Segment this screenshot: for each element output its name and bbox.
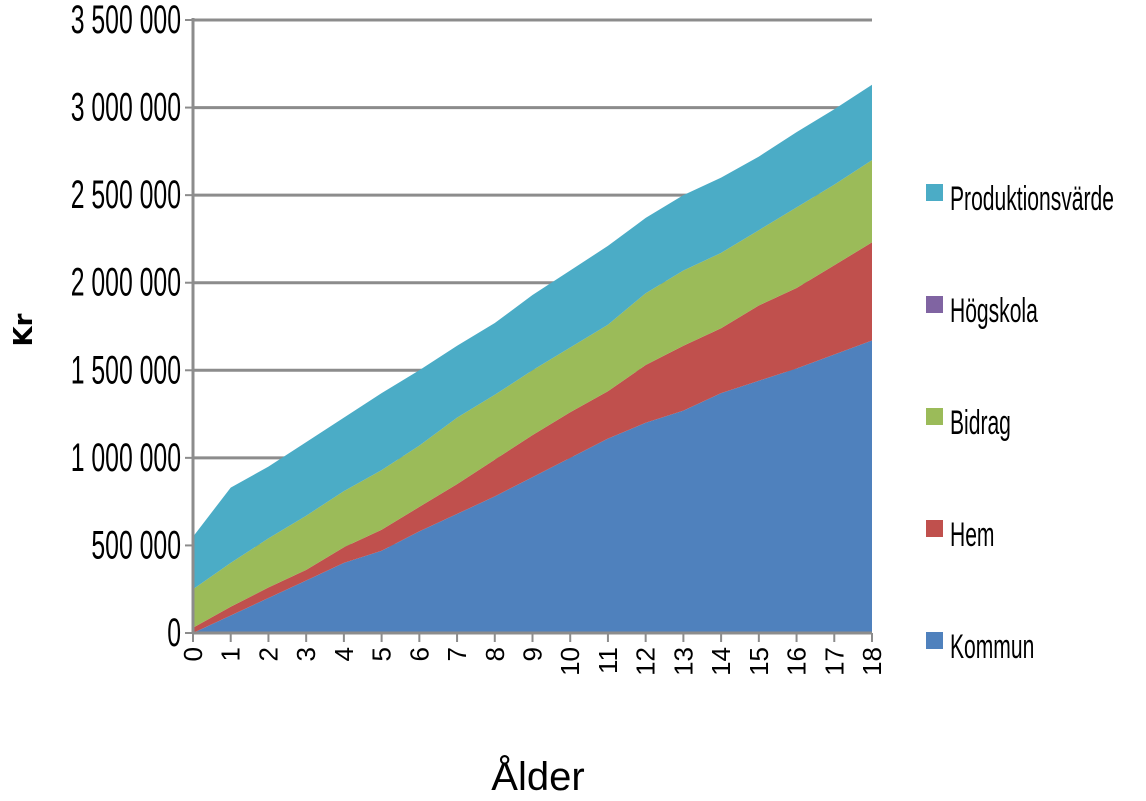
legend-label-h-gskola: Högskola	[950, 291, 1038, 329]
x-tick-label: 6	[404, 647, 434, 661]
y-tick-label: 500 000	[91, 524, 181, 568]
x-tick-label: 12	[631, 647, 661, 676]
area-bidrag	[193, 160, 872, 628]
area-series	[193, 84, 872, 633]
x-tick-label: 7	[442, 647, 472, 661]
area-hem	[193, 242, 872, 633]
x-tick-label: 3	[291, 647, 321, 661]
legend-swatch-kommun	[926, 632, 943, 649]
x-tick-label: 17	[819, 647, 849, 676]
y-tick-label: 3 500 000	[71, 0, 181, 43]
x-tick-label: 14	[706, 647, 736, 676]
y-tick-label: 1 000 000	[71, 436, 181, 480]
x-tick-label: 18	[857, 647, 887, 676]
area-kommun	[193, 340, 872, 633]
y-axis-label: Kr	[9, 313, 39, 346]
x-tick-label: 0	[178, 647, 208, 661]
legend-swatch-h-gskola	[926, 296, 943, 313]
x-tick-label: 11	[593, 647, 623, 674]
y-tick-label: 3 000 000	[71, 86, 181, 130]
legend-swatch-hem	[926, 520, 943, 537]
axes	[185, 18, 873, 642]
x-tick-label: 4	[329, 647, 359, 661]
legend-label-kommun: Kommun	[950, 627, 1034, 665]
x-tick-label: 8	[480, 647, 510, 661]
x-tick-label: 2	[253, 647, 283, 661]
legend: Produktionsvärde Högskola Bidrag Hem Kommun	[926, 179, 1114, 665]
legend-label-hem: Hem	[950, 515, 994, 553]
x-axis-label: Ålder	[491, 754, 584, 799]
x-tick-label: 15	[744, 647, 774, 676]
y-tick-label: 2 000 000	[71, 261, 181, 305]
x-tick-label: 13	[668, 647, 698, 676]
y-tick-label: 0	[167, 611, 181, 655]
area-produktionsv-rde	[193, 84, 872, 590]
legend-label-bidrag: Bidrag	[950, 403, 1011, 441]
x-tick-label: 9	[518, 647, 548, 661]
x-tick-label: 10	[555, 647, 585, 676]
x-axis-ticks: 0 1 2 3 4 5 6 7 8 9 10 11 12 13 14 15 16 17 18	[178, 647, 887, 676]
x-tick-label: 16	[782, 647, 812, 676]
legend-label-produktionsv-rde: Produktionsvärde	[950, 179, 1114, 217]
legend-swatch-produktionsv-rde	[926, 184, 943, 201]
y-tick-label: 2 500 000	[71, 173, 181, 217]
x-tick-label: 5	[367, 647, 397, 661]
x-tick-label: 1	[216, 647, 246, 661]
y-tick-label: 1 500 000	[71, 348, 181, 392]
y-axis-ticks: 0 500 000 1 000 000 1 500 000 2 000 000 2 500…	[71, 0, 181, 656]
legend-swatch-bidrag	[926, 408, 943, 425]
